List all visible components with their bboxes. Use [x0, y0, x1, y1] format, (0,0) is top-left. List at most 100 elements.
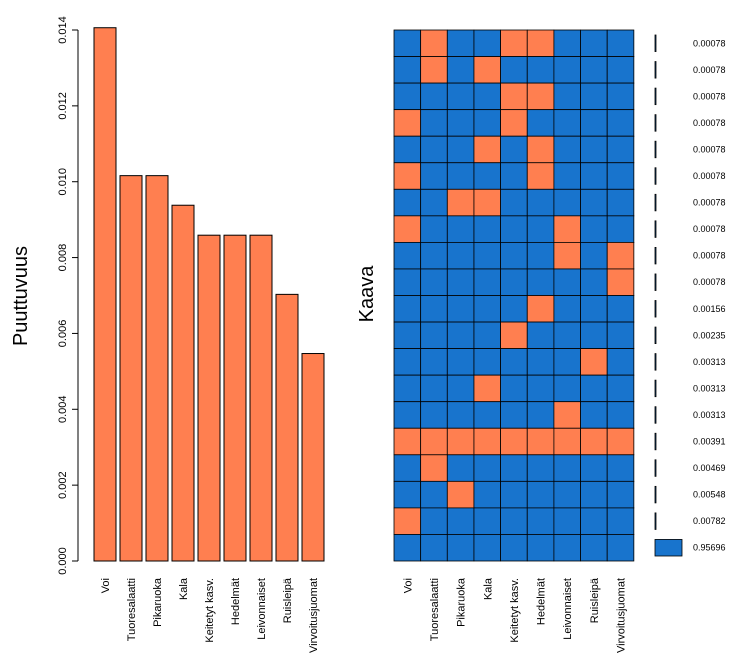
missing-cell	[393, 507, 422, 535]
observed-cell	[526, 401, 555, 429]
y-axis-title: Puuttuvuus	[10, 246, 32, 346]
missing-cell	[526, 135, 555, 164]
missingness-bar-chart: Puuttuvuus 0.000 0.002 0.004 0.006 0.008 0.01…	[10, 16, 325, 653]
observed-cell	[553, 348, 581, 376]
missing-cell	[393, 427, 422, 456]
bar	[275, 293, 299, 562]
observed-cell	[606, 135, 635, 164]
missing-cell	[473, 374, 502, 403]
missing-cell	[526, 82, 555, 111]
observed-cell	[393, 56, 422, 84]
heatmap-x-tick-label: Ruisleipä	[589, 577, 601, 623]
observed-cell	[553, 109, 581, 137]
observed-cell	[420, 135, 448, 164]
observed-cell	[553, 162, 581, 190]
observed-cell	[420, 215, 448, 243]
observed-cell	[420, 321, 448, 349]
proportion-label: 0.00313	[693, 383, 726, 393]
x-tick-label: Tuoresalaatti	[126, 578, 138, 641]
missing-cell	[606, 268, 635, 296]
missing-cell	[500, 82, 528, 111]
heatmap-x-tick-label: Hedelmät	[536, 578, 548, 625]
observed-cell	[473, 401, 502, 429]
x-tick-label: Leivonnaiset	[256, 578, 268, 640]
observed-cell	[553, 56, 581, 84]
proportion-label: 0.00078	[693, 38, 726, 48]
x-tick-labels: Voi Tuoresalaatti Pikaruoka Kala Keitetyt ka…	[100, 577, 320, 653]
missing-cell	[393, 215, 422, 243]
proportion-bar	[654, 485, 657, 504]
observed-cell	[446, 454, 475, 482]
observed-cell	[446, 29, 475, 57]
observed-cell	[500, 374, 528, 403]
observed-cell	[500, 295, 528, 323]
observed-cell	[446, 135, 475, 164]
observed-cell	[553, 295, 581, 323]
pattern-heatmap: Kaava Voi Tuoresalaatti Pikaruoka Kala Keite…	[356, 29, 726, 653]
observed-cell	[606, 56, 635, 84]
proportion-bar	[654, 432, 657, 451]
observed-cell	[553, 374, 581, 403]
missing-cell	[473, 427, 502, 456]
observed-cell	[420, 268, 448, 296]
heatmap-x-tick-label: Kala	[482, 577, 494, 600]
missing-cell	[500, 427, 528, 456]
observed-cell	[420, 188, 448, 217]
observed-cell	[500, 162, 528, 190]
missing-cell	[420, 56, 448, 84]
observed-cell	[473, 268, 502, 296]
observed-cell	[446, 374, 475, 403]
observed-cell	[393, 374, 422, 403]
proportion-label: 0.00078	[693, 144, 726, 154]
y-tick-label: 0.006	[57, 320, 69, 348]
observed-cell	[420, 507, 448, 535]
proportion-label: 0.00469	[693, 463, 726, 473]
observed-cell	[420, 109, 448, 137]
proportion-label: 0.00078	[693, 65, 726, 75]
observed-cell	[526, 215, 555, 243]
proportion-label: 0.00313	[693, 357, 726, 367]
missing-cell	[420, 427, 448, 456]
observed-cell	[526, 188, 555, 217]
observed-cell	[420, 241, 448, 270]
proportion-bar	[654, 114, 657, 132]
observed-cell	[526, 480, 555, 509]
observed-cell	[580, 82, 608, 111]
observed-cell	[446, 507, 475, 535]
proportion-label: 0.00078	[693, 118, 726, 128]
proportion-bar	[654, 379, 657, 398]
heatmap-x-tick-label: Voi	[402, 578, 414, 593]
x-tick-label: Hedelmät	[230, 578, 242, 625]
proportion-label: 0.00235	[693, 330, 726, 340]
observed-cell	[580, 109, 608, 137]
observed-cell	[420, 401, 448, 429]
observed-cell	[420, 480, 448, 509]
observed-cell	[393, 29, 422, 57]
missing-cell	[500, 321, 528, 349]
observed-cell	[500, 348, 528, 376]
x-tick-label: Keitetyt kasv.	[204, 578, 216, 643]
observed-cell	[420, 374, 448, 403]
observed-cell	[500, 188, 528, 217]
y-tick-label: 0.014	[57, 16, 69, 44]
proportion-bar	[654, 34, 657, 52]
proportion-bar	[654, 406, 657, 424]
observed-cell	[500, 534, 528, 562]
observed-cell	[473, 29, 502, 57]
observed-cell	[580, 29, 608, 57]
missing-cell	[526, 162, 555, 190]
observed-cell	[526, 507, 555, 535]
proportion-label: 0.00078	[693, 224, 726, 234]
observed-cell	[580, 374, 608, 403]
observed-cell	[446, 321, 475, 349]
proportion-label: 0.00156	[693, 304, 726, 314]
observed-cell	[553, 29, 581, 57]
observed-cell	[500, 401, 528, 429]
observed-cell	[526, 374, 555, 403]
observed-cell	[526, 56, 555, 84]
observed-cell	[580, 188, 608, 217]
proportion-bar	[654, 539, 683, 557]
observed-cell	[606, 507, 635, 535]
observed-cell	[526, 534, 555, 562]
